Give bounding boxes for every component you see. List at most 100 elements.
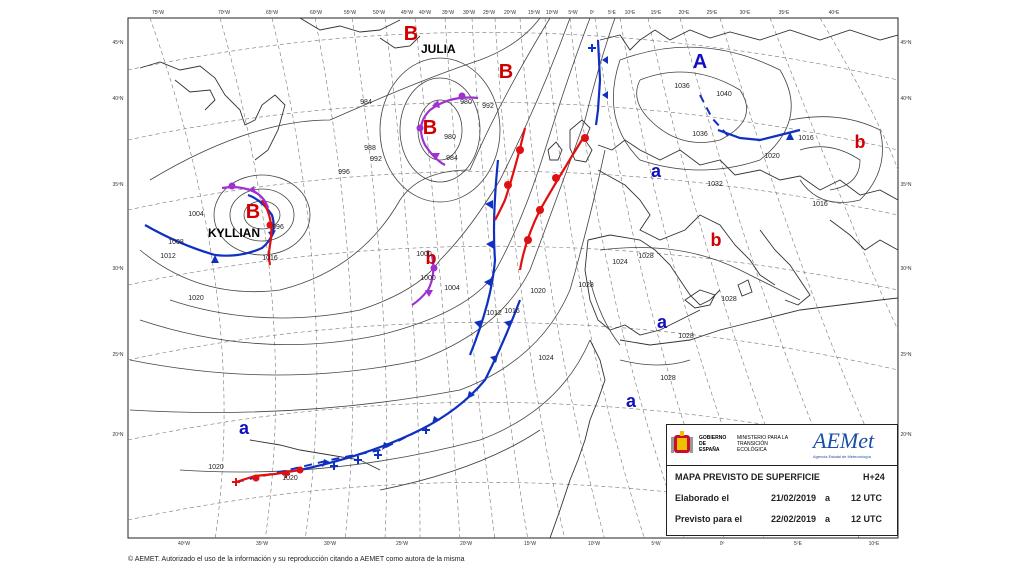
isobar-label-34: 1020 (208, 464, 224, 471)
lon-label-top-6: 45ºW (401, 10, 413, 16)
isobar-label-0: 980 (444, 134, 456, 141)
lon-label-bottom-2: 30ºW (324, 541, 336, 547)
isobar-label-12: 1012 (160, 253, 176, 260)
aemet-logo-text: AEMet (813, 428, 875, 453)
isobar-label-9: 1000 (416, 251, 432, 258)
copyright-notice: © AEMET. Autorizado el uso de la informa… (128, 556, 465, 563)
lon-label-top-0: 75ºW (152, 10, 164, 16)
isobar-label-6: 996 (338, 169, 350, 176)
isobar-label-11: 1008 (168, 239, 184, 246)
lon-label-bottom-6: 10ºW (588, 541, 600, 547)
occluded-front-marks (228, 92, 466, 297)
lon-label-bottom-3: 25ºW (396, 541, 408, 547)
isobar-label-32: 1016 (798, 135, 814, 142)
low-center-0: B (404, 23, 418, 45)
isobar-label-15: 1000 (420, 275, 436, 282)
high-center-11: a (239, 418, 250, 438)
isobar-label-21: 1028 (638, 253, 654, 260)
low-center-2: B (423, 117, 437, 139)
map-title: MAPA PREVISTO DE SUPERFICIE (675, 472, 820, 482)
valid-time: 12 UTC (851, 514, 883, 524)
low-center-8: b (711, 230, 722, 250)
ministry-label: MINISTERIO PARA LA TRANSICIÓN ECOLÓGICA (737, 435, 788, 453)
isobar-label-1: 984 (446, 155, 458, 162)
lon-label-top-12: 15ºW (528, 10, 540, 16)
warm-front-semicircles (252, 134, 589, 482)
isobar-label-7: 992 (370, 156, 382, 163)
lon-label-top-3: 60ºW (310, 10, 322, 16)
gov-label: GOBIERNO DE ESPAÑA (699, 435, 727, 453)
lon-label-top-10: 25ºW (483, 10, 495, 16)
lon-label-bottom-0: 40ºW (178, 541, 190, 547)
lon-label-top-1: 70ºW (218, 10, 230, 16)
issued-time: 12 UTC (851, 493, 883, 503)
issued-date: 21/02/2019 (771, 493, 817, 503)
isobar-label-27: 1036 (674, 83, 690, 90)
isobar-label-24: 1028 (660, 375, 676, 382)
valid-at: a (825, 514, 831, 524)
lon-label-bottom-7: 5ºW (651, 541, 661, 547)
low-center-1: B (499, 61, 513, 83)
valid-label: Previsto para el (675, 514, 743, 524)
high-center-9: a (657, 312, 668, 332)
isobar-label-3: 980 (460, 99, 472, 106)
lat-label-left-3: 30ºN (113, 266, 124, 272)
lat-label-left-0: 45ºN (113, 40, 124, 46)
low-center-4: b (426, 248, 437, 268)
lat-label-right-5: 20ºN (901, 432, 912, 438)
isobar-label-35: 1020 (282, 475, 298, 482)
info-header: GOBIERNO DE ESPAÑA MINISTERIO PARA LA TR… (667, 425, 897, 466)
storm-name-0: JULIA (421, 42, 456, 56)
info-panel: GOBIERNO DE ESPAÑA MINISTERIO PARA LA TR… (666, 424, 898, 536)
lat-label-left-1: 40ºN (113, 96, 124, 102)
lon-label-top-7: 40ºW (419, 10, 431, 16)
isobar-label-26: 1020 (764, 153, 780, 160)
isobar-label-22: 1028 (721, 296, 737, 303)
stationary-front-crosses (330, 44, 596, 470)
high-center-10: a (626, 391, 637, 411)
lon-label-top-4: 55ºW (344, 10, 356, 16)
isobar-label-23: 1028 (678, 333, 694, 340)
isobars (129, 18, 883, 491)
lon-label-bottom-8: 0º (720, 541, 725, 547)
lon-label-bottom-10: 10ºE (869, 541, 880, 547)
coat-of-arms-icon (671, 431, 693, 453)
lon-label-top-18: 15ºE (651, 10, 662, 16)
isobar-label-28: 1040 (716, 91, 732, 98)
lon-label-top-22: 35ºE (779, 10, 790, 16)
high-center-6: a (651, 161, 662, 181)
valid-date: 22/02/2019 (771, 514, 817, 524)
lon-label-top-15: 0º (590, 10, 595, 16)
lat-label-right-1: 40ºN (901, 96, 912, 102)
lon-label-top-13: 10ºW (546, 10, 558, 16)
lat-label-left-4: 25ºN (113, 352, 124, 358)
lon-label-top-20: 25ºE (707, 10, 718, 16)
storm-name-3: KYLLIAN (208, 226, 260, 240)
lon-label-top-9: 30ºW (463, 10, 475, 16)
lon-label-bottom-1: 35ºW (256, 541, 268, 547)
isobar-label-13: 1016 (262, 255, 278, 262)
lon-label-bottom-4: 20ºW (460, 541, 472, 547)
lon-label-top-23: 40ºE (829, 10, 840, 16)
isobar-label-29: 1036 (692, 131, 708, 138)
isobar-label-8: 996 (272, 224, 284, 231)
government-logo: GOBIERNO DE ESPAÑA MINISTERIO PARA LA TR… (671, 429, 796, 461)
lat-label-right-0: 45ºN (901, 40, 912, 46)
lon-label-top-21: 30ºE (740, 10, 751, 16)
isobar-label-14: 1004 (444, 285, 460, 292)
isobar-label-16: 1012 (486, 310, 502, 317)
high-center-5: A (693, 51, 707, 73)
lat-label-right-2: 35ºN (901, 182, 912, 188)
lon-label-top-5: 50ºW (373, 10, 385, 16)
lon-label-top-17: 10ºE (625, 10, 636, 16)
isobar-label-2: 988 (364, 145, 376, 152)
forecast-horizon: H+24 (863, 472, 885, 482)
isobar-label-31: 1020 (188, 295, 204, 302)
lat-label-right-4: 25ºN (901, 352, 912, 358)
low-center-7: b (855, 132, 866, 152)
isobar-label-17: 1016 (504, 308, 520, 315)
low-center-3: B (246, 201, 260, 223)
lon-label-bottom-9: 5ºE (794, 541, 803, 547)
isobar-label-19: 1024 (538, 355, 554, 362)
